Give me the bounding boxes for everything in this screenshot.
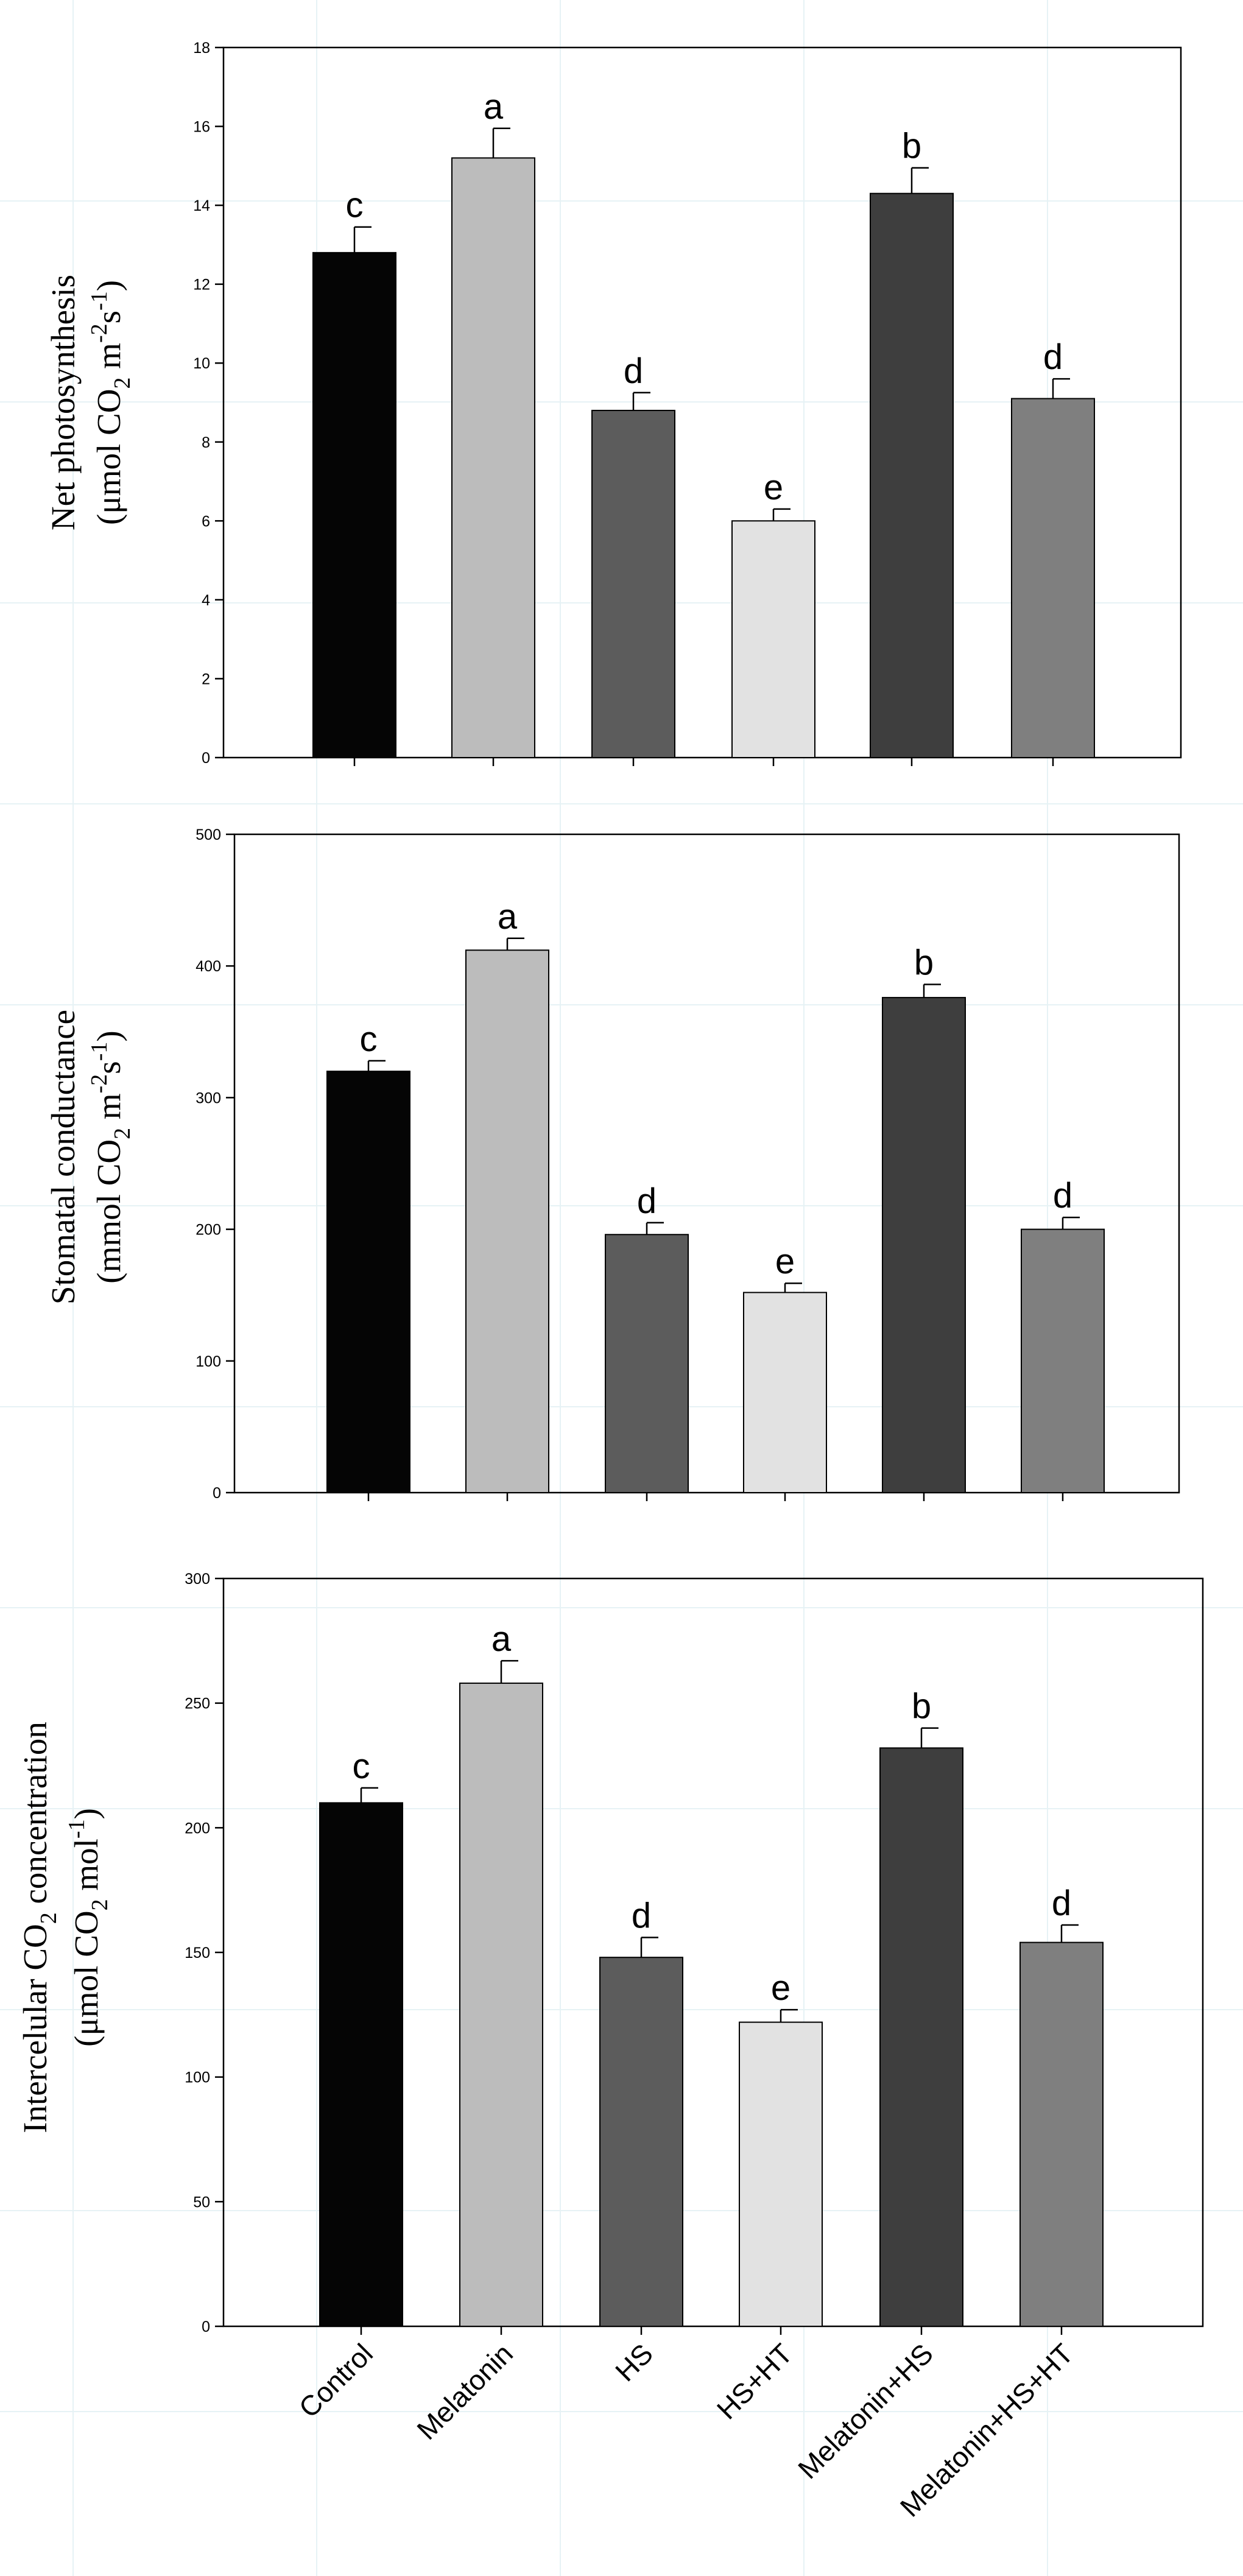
bar [459,1682,543,2327]
y-tick-label: 500 [195,826,221,843]
y-tick-label: 2 [202,670,210,688]
bars: c a d e b d [312,87,1095,766]
significance-letter: c [360,1019,378,1059]
bars: c a d e b d [326,897,1105,1501]
y-axis-label-line1: Stomatal conductance [44,1010,82,1304]
y-tick-label: 50 [193,2194,210,2211]
bar [1019,1941,1104,2328]
bars: c a d e b d [319,1619,1104,2335]
bar [599,1957,683,2328]
panel-net-photosynthesis: c a d e b d 0 2 4 6 8 10 12 14 16 18 Net photosynthesi… [44,40,1182,767]
y-tick-label: 8 [202,434,210,451]
plot-frame [233,833,1180,1494]
significance-letter: e [775,1242,795,1281]
significance-letter: a [484,87,504,127]
significance-letter: d [624,351,643,391]
significance-letter: d [1053,1176,1072,1216]
y-tick-label: 16 [193,119,210,136]
bar [451,157,535,758]
bar [312,252,396,759]
significance-letter: e [771,1968,791,2008]
bar [739,2021,823,2327]
y-tick-label: 100 [185,2069,210,2086]
y-tick-label: 0 [213,1485,221,1502]
significance-letter: e [764,468,783,507]
y-tick-label: 4 [202,592,210,609]
bar [605,1234,689,1494]
significance-letter: c [346,186,364,225]
significance-letter: b [914,943,934,982]
y-tick-label: 400 [195,958,221,975]
significance-letter: a [491,1619,512,1659]
bar [1011,398,1095,758]
bar [326,1071,410,1494]
y-axis: 0 2 4 6 8 10 12 14 16 18 [193,40,224,767]
significance-letter: b [912,1687,931,1726]
y-axis-label-line2: (μmol CO2 mol-1) [64,1808,113,2047]
bar [882,997,966,1493]
y-tick-label: 6 [202,513,210,530]
significance-letter: c [353,1747,370,1786]
significance-letter: a [498,897,518,937]
x-category-label: Melatonin [410,2337,519,2446]
bar [743,1292,827,1493]
y-tick-label: 14 [193,197,210,214]
bar [319,1802,403,2327]
bar [879,1747,963,2327]
bar [731,520,815,758]
y-tick-label: 0 [202,750,210,767]
y-tick-label: 12 [193,276,210,294]
y-tick-label: 150 [185,1944,210,1962]
y-tick-label: 0 [202,2318,210,2335]
y-tick-label: 250 [185,1695,210,1712]
y-axis-label-line2: (μmol CO2 m-2s-1) [86,280,135,525]
y-tick-label: 200 [185,1820,210,1837]
significance-letter: d [637,1181,657,1221]
bar [870,192,954,758]
y-axis-label-line1: Intercelular CO2 concentration [16,1722,62,2133]
significance-letter: d [1043,337,1063,377]
bar [465,949,549,1493]
y-tick-label: 200 [195,1222,221,1239]
x-category-label: Control [292,2337,379,2424]
plot-frame [222,46,1182,759]
significance-letter: b [902,127,921,166]
panel-intercellular-co2: c a d e b d 0 50 100 150 200 250 300 Intercelular C… [16,1571,1204,2335]
y-tick-label: 100 [195,1353,221,1370]
y-tick-label: 18 [193,40,210,57]
y-tick-label: 300 [185,1571,210,1588]
bar [1021,1228,1105,1493]
y-axis: 0 50 100 150 200 250 300 [185,1571,224,2335]
significance-letter: d [632,1896,651,1935]
y-tick-label: 300 [195,1089,221,1107]
y-axis-label-line2: (mmol CO2 m-2s-1) [86,1030,135,1283]
bar [591,409,675,758]
y-tick-label: 10 [193,355,210,372]
x-axis-category-labels: Control Melatonin HS HS+HTMelatonin+HSMelat… [292,2337,1079,2522]
y-axis-label-line1: Net photosynthesis [44,275,82,530]
panel-stomatal-conductance: c a d e b d 0 100 200 300 400 500 Stomatal conduct… [44,826,1180,1502]
significance-letter: d [1052,1884,1071,1923]
y-axis: 0 100 200 300 400 500 [195,826,234,1502]
x-category-label: HS [609,2337,659,2387]
